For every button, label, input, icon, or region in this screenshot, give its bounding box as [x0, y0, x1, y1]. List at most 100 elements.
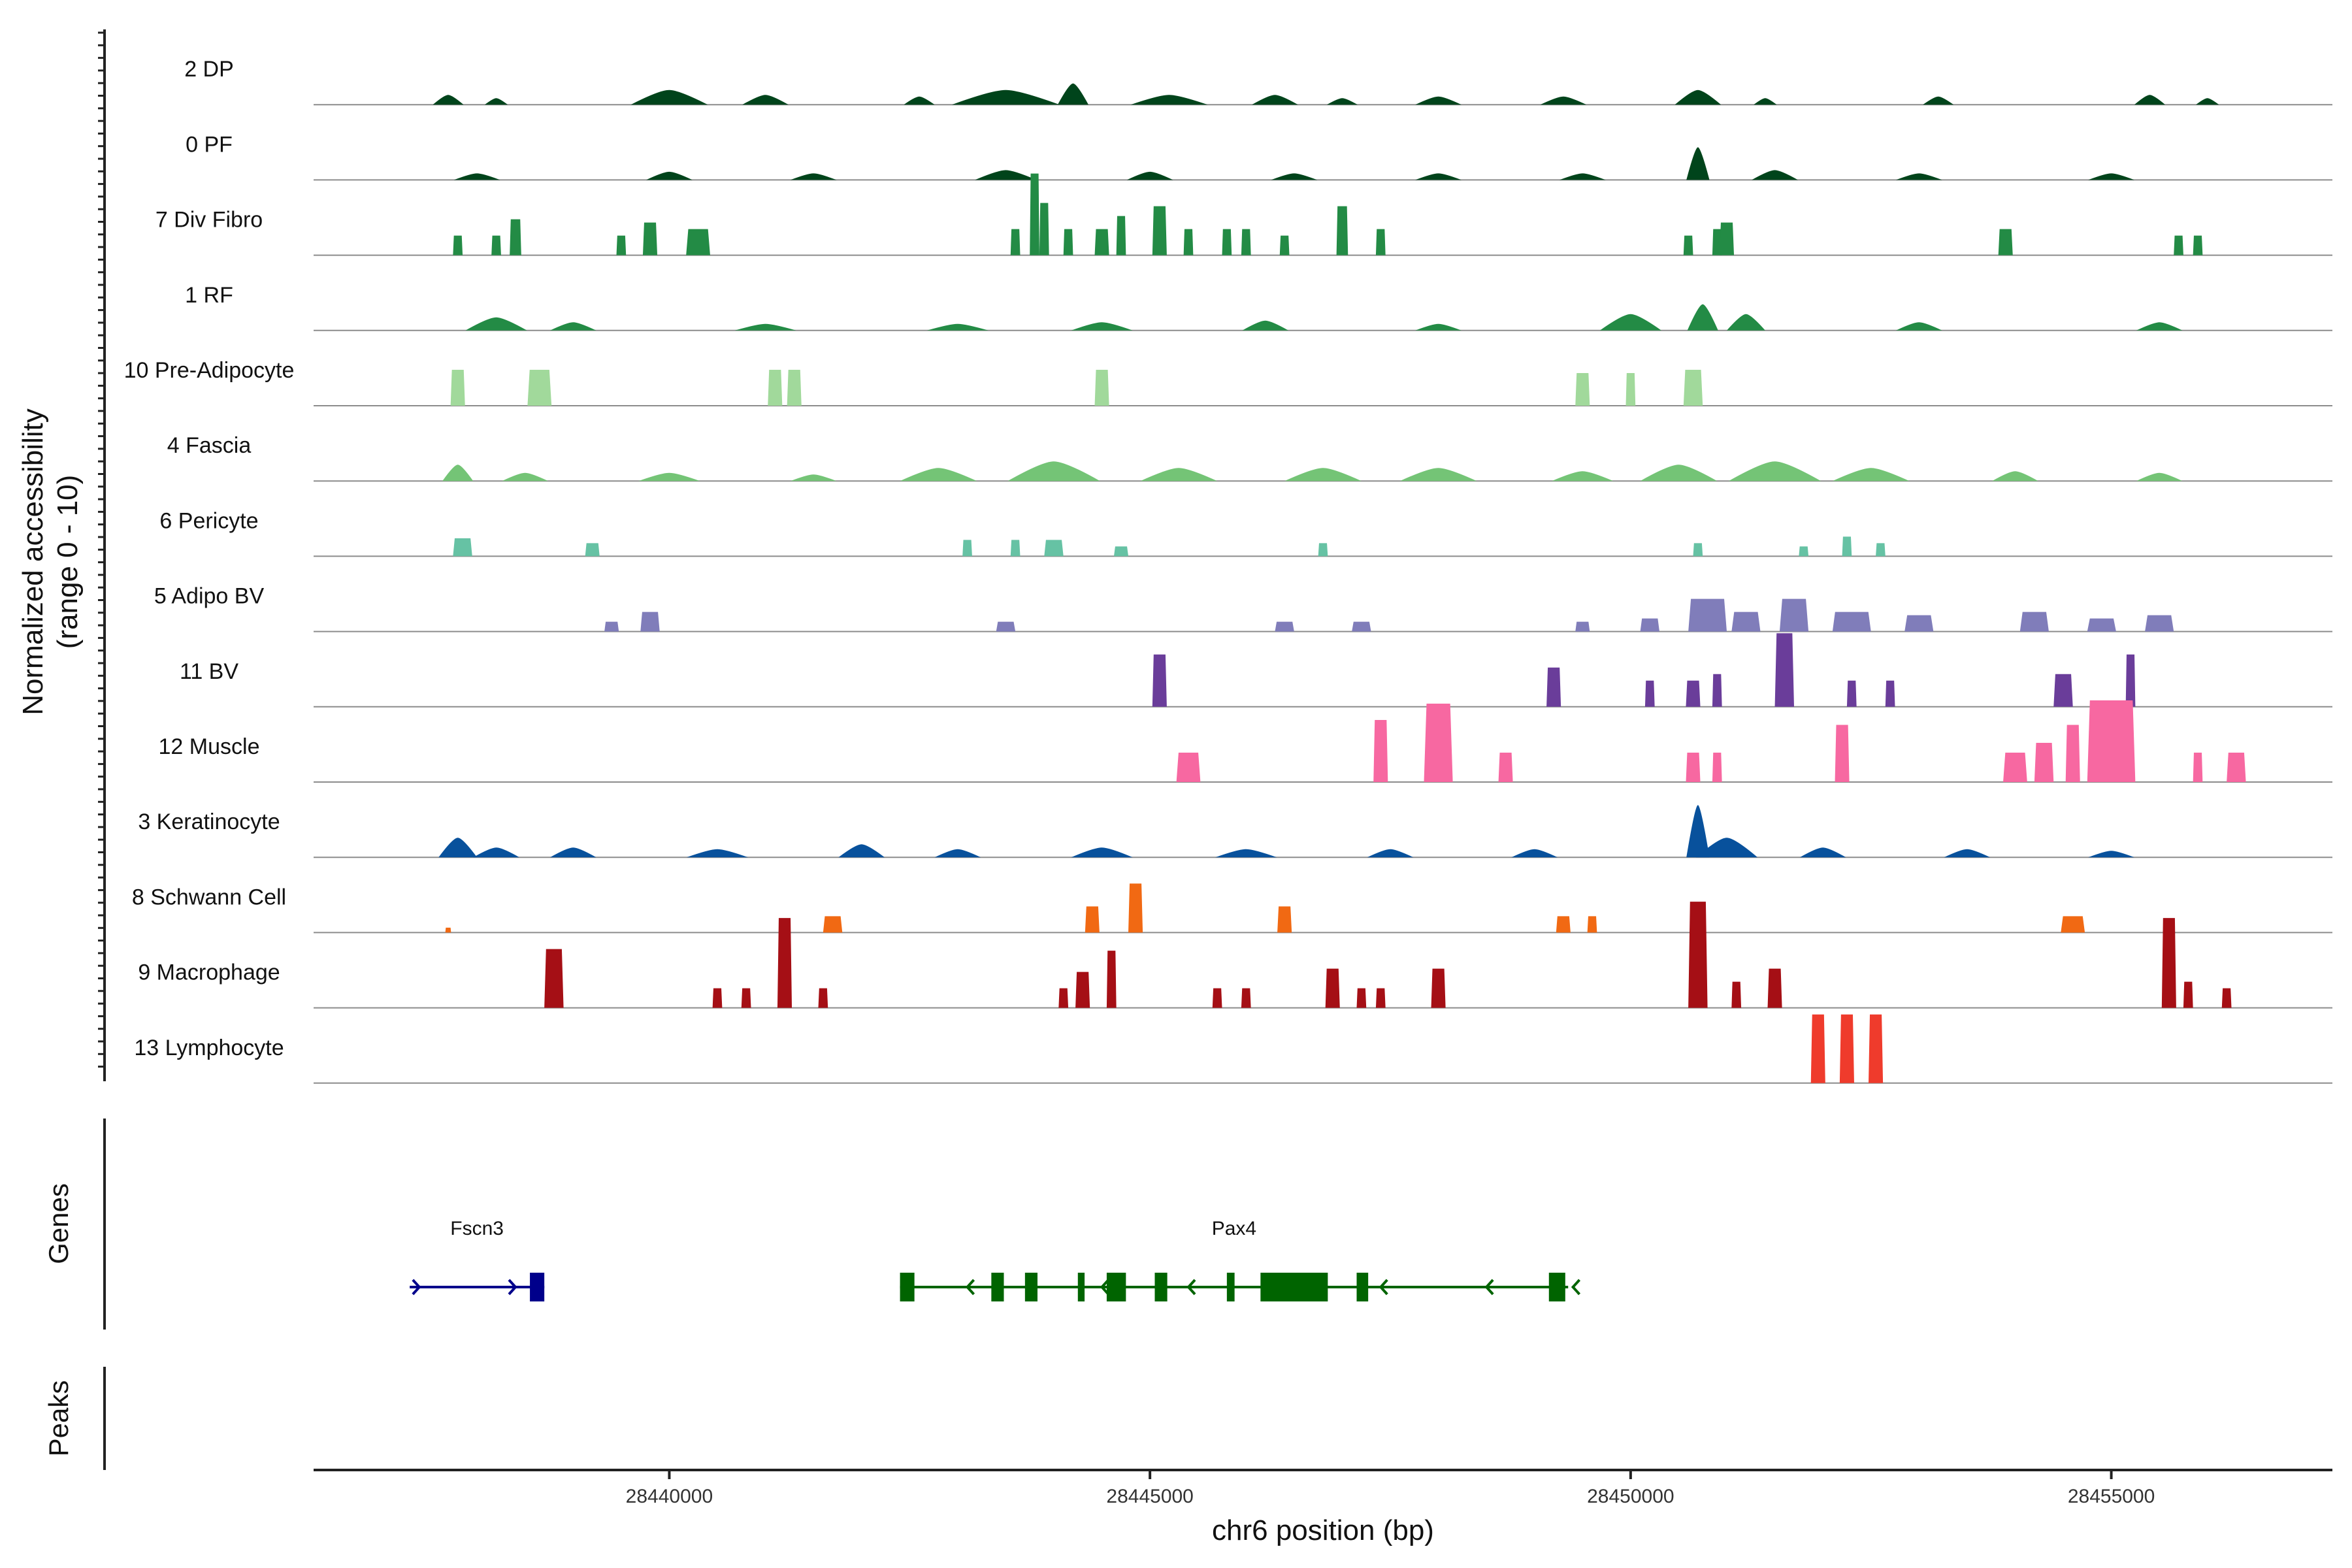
coverage-peak	[2193, 235, 2203, 255]
coverage-peak	[1799, 847, 1846, 858]
coverage-peak	[1113, 546, 1129, 557]
coverage-peak	[1242, 320, 1289, 331]
coverage-peak	[1752, 170, 1798, 180]
coverage-peak	[1085, 906, 1100, 933]
gene-exon	[1077, 1273, 1085, 1301]
coverage-peak	[2125, 654, 2136, 707]
coverage-peak	[975, 170, 1037, 180]
coverage-peak	[1695, 838, 1758, 858]
coverage-peak	[686, 229, 710, 255]
coverage-peak	[1686, 147, 1710, 180]
coverage-peak	[1683, 235, 1693, 255]
coverage-peak	[823, 916, 843, 933]
track-4: 10 Pre-Adipocyte	[124, 358, 2332, 406]
coverage-peak	[2088, 851, 2134, 858]
coverage-peak	[484, 98, 508, 105]
coverage-peak	[491, 235, 501, 255]
coverage-peak	[741, 988, 751, 1008]
gene-exon	[1356, 1273, 1369, 1301]
track-0: 2 DP	[184, 57, 2332, 106]
coverage-peak	[2088, 173, 2134, 180]
coverage-peak	[2034, 743, 2054, 782]
coverage-peak	[1552, 471, 1614, 482]
coverage-peak	[1399, 468, 1477, 482]
track-label: 2 DP	[184, 57, 234, 82]
coverage-peak	[1688, 598, 1727, 632]
coverage-peak	[453, 538, 472, 557]
strand-arrow	[1571, 1279, 1581, 1296]
track-label: 11 BV	[180, 659, 238, 684]
coverage-peak	[1010, 540, 1021, 557]
coverage-peak	[1712, 229, 1722, 255]
coverage-peak	[1215, 849, 1277, 858]
coverage-peak	[1071, 322, 1133, 331]
genes-section-title: Genes	[43, 1183, 74, 1264]
coverage-peak	[1640, 618, 1659, 632]
coverage-peak	[1279, 235, 1290, 255]
gene-fscn3: Fscn3	[410, 1218, 545, 1301]
coverage-peak	[2174, 235, 2183, 255]
coverage-peak	[646, 171, 693, 180]
coverage-peak	[1895, 322, 1942, 331]
coverage-peak	[2161, 918, 2176, 1008]
track-label: 5 Adipo BV	[154, 584, 265, 609]
coverage-peak	[453, 173, 500, 180]
gene-exon	[1024, 1273, 1037, 1301]
gene-exon	[1226, 1273, 1235, 1301]
coverage-peak	[777, 918, 792, 1008]
coverage-peak	[640, 612, 660, 632]
coverage-peak	[1075, 972, 1090, 1008]
coverage-peak	[1839, 1014, 1854, 1083]
coverage-peak	[2183, 981, 2193, 1008]
track-8: 11 BV	[180, 633, 2332, 708]
coverage-peak	[510, 219, 521, 255]
coverage-peak	[1126, 171, 1173, 180]
coverage-peak	[1674, 90, 1722, 105]
peaks-section-title: Peaks	[43, 1380, 74, 1457]
coverage-peak	[1998, 229, 2013, 255]
track-13: 13 Lymphocyte	[134, 1014, 2332, 1084]
coverage-peak	[1832, 612, 1871, 632]
track-11: 8 Schwann Cell	[132, 883, 2332, 934]
coverage-peak	[790, 474, 837, 482]
coverage-peak	[1712, 753, 1722, 782]
coverage-peak	[1640, 465, 1718, 482]
coverage-peak	[1712, 674, 1722, 707]
gene-exon	[900, 1273, 915, 1301]
coverage-peak	[1688, 902, 1708, 1008]
coverage-peak	[1774, 633, 1794, 707]
coverage-peak	[1325, 968, 1340, 1008]
coverage-peak	[1944, 849, 1991, 858]
coverage-peak	[527, 370, 552, 406]
coverage-peak	[734, 323, 796, 331]
track-label: 9 Macrophage	[138, 960, 280, 985]
coverage-peak	[2003, 753, 2027, 782]
coverage-peak	[1057, 83, 1088, 105]
coverage-peak	[1030, 173, 1039, 255]
track-label: 13 Lymphocyte	[134, 1036, 284, 1060]
x-tick-label: 28440000	[626, 1486, 713, 1507]
coverage-peak	[1869, 1014, 1884, 1083]
strand-arrow	[1100, 1279, 1110, 1296]
x-axis-title: chr6 position (bp)	[1212, 1514, 1434, 1546]
gene-annotation-track: Fscn3 Pax4	[410, 1218, 1581, 1301]
track-label: 3 Keratinocyte	[138, 809, 280, 834]
coverage-peak	[549, 322, 596, 331]
coverage-peak	[1779, 598, 1809, 632]
coverage-peak	[1152, 654, 1167, 707]
gene-exon	[991, 1273, 1004, 1301]
coverage-peak	[445, 927, 451, 933]
coverage-peak	[1599, 314, 1661, 331]
strand-arrow	[1379, 1279, 1388, 1296]
coverage-peak	[1094, 370, 1109, 406]
coverage-peak	[442, 465, 474, 482]
coverage-peak	[1241, 988, 1251, 1008]
coverage-peak	[1540, 96, 1587, 105]
coverage-peak	[1222, 229, 1232, 255]
coverage-peak	[1754, 98, 1777, 105]
coverage-peak	[1252, 95, 1298, 105]
coverage-peak	[1140, 468, 1218, 482]
coverage-peak	[1644, 680, 1655, 707]
coverage-peak	[1719, 222, 1735, 255]
